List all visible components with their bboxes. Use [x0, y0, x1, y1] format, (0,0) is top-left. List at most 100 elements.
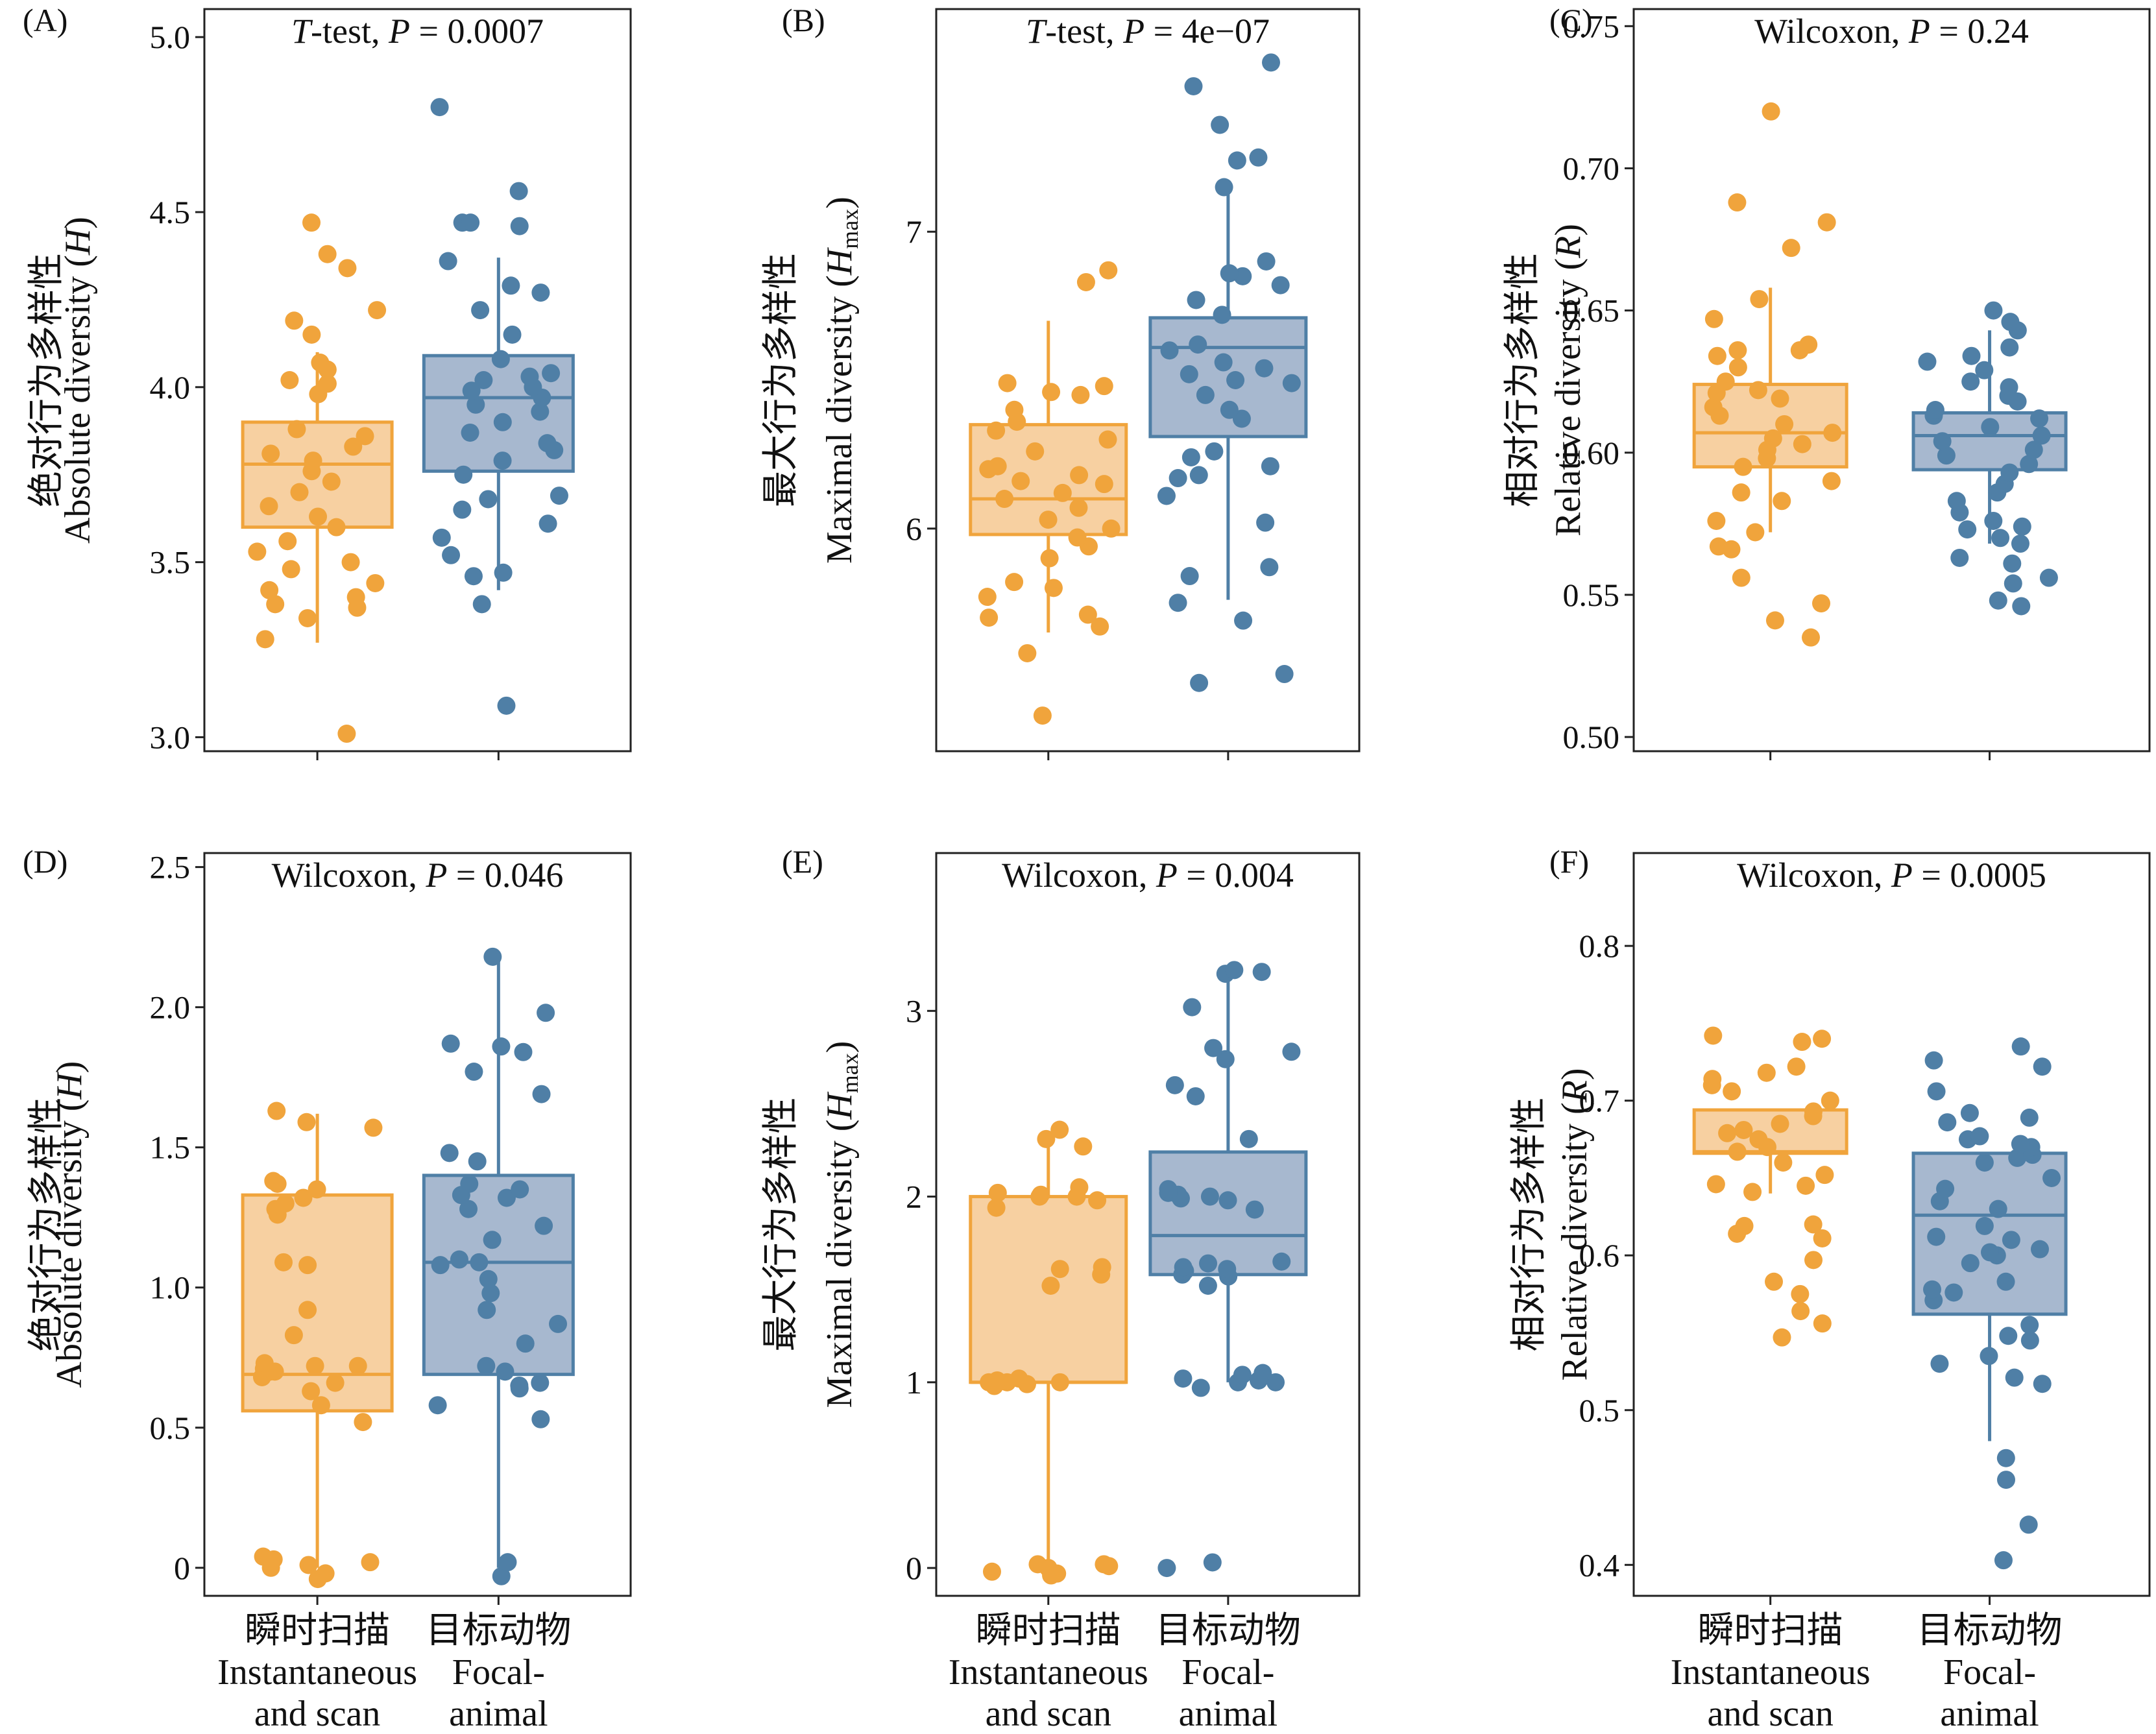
- data-point: [1723, 1082, 1741, 1101]
- data-point: [304, 452, 322, 470]
- group-2: [1148, 961, 1308, 1578]
- group-1: [969, 1120, 1128, 1585]
- data-point: [276, 1194, 295, 1213]
- data-point: [1718, 1124, 1737, 1142]
- data-point: [1157, 1559, 1176, 1578]
- data-point: [1981, 1243, 2000, 1262]
- data-point: [1961, 372, 1980, 391]
- data-point: [430, 98, 449, 117]
- data-point: [306, 1356, 324, 1375]
- data-point: [316, 1564, 335, 1583]
- data-point: [549, 1314, 568, 1333]
- data-point: [1220, 264, 1239, 283]
- data-point: [1095, 377, 1113, 396]
- x-category-en-line2: animal: [449, 1694, 548, 1734]
- data-point: [2002, 1231, 2020, 1249]
- data-point: [462, 381, 481, 400]
- plot-frame: [203, 852, 632, 1597]
- data-point: [1813, 1314, 1832, 1333]
- data-point: [1757, 1063, 1776, 1082]
- data-point: [1734, 457, 1752, 476]
- data-point: [1053, 483, 1072, 502]
- data-point: [318, 374, 337, 393]
- test-annotation: T-test, P = 4e−07: [1026, 12, 1270, 51]
- data-point: [287, 420, 306, 439]
- data-point: [2020, 1316, 2039, 1334]
- panel-letter: (A): [23, 2, 67, 38]
- data-point: [1041, 1276, 1060, 1295]
- data-point: [531, 1410, 550, 1428]
- data-point: [531, 1373, 550, 1392]
- y-tick-label: 0: [174, 1550, 190, 1586]
- data-point: [282, 560, 300, 579]
- data-point: [1282, 374, 1301, 392]
- data-point: [1095, 1555, 1113, 1574]
- data-point: [995, 490, 1014, 509]
- data-point: [987, 421, 1006, 440]
- data-point: [1961, 1254, 1980, 1273]
- group-1: [241, 213, 394, 743]
- data-point: [483, 947, 502, 966]
- y-tick-label: 4.5: [150, 194, 191, 230]
- data-point: [2003, 554, 2022, 573]
- plot-frame: [935, 852, 1361, 1597]
- data-point: [1050, 1260, 1069, 1279]
- data-point: [1214, 353, 1233, 372]
- y-tick-label: 2.5: [150, 849, 191, 885]
- data-point: [496, 1362, 515, 1381]
- data-point: [1098, 430, 1117, 449]
- data-point: [1709, 537, 1728, 556]
- y-tick-label: 0.60: [1563, 435, 1620, 471]
- group-2: [1148, 53, 1308, 692]
- data-point: [491, 350, 510, 368]
- data-point: [297, 1113, 316, 1131]
- data-point: [1005, 400, 1024, 419]
- data-point: [356, 427, 374, 446]
- data-point: [1707, 511, 1726, 530]
- panel-5: 0 1 2 3 (E) Wilcoxon, P = 0.004 最大行为多样性 Maximal…: [761, 843, 1361, 1734]
- y-axis-label-zh: 最大行为多样性: [761, 1098, 801, 1352]
- data-point: [1257, 252, 1276, 271]
- data-point: [302, 325, 321, 344]
- x-category-en-line2: and scan: [986, 1694, 1111, 1734]
- data-point: [1970, 1127, 1989, 1146]
- data-point: [1099, 261, 1118, 280]
- data-point: [1947, 492, 1966, 511]
- data-point: [531, 402, 550, 421]
- data-point: [492, 1567, 511, 1585]
- data-point: [492, 1037, 511, 1056]
- data-point: [1782, 239, 1800, 258]
- data-point: [453, 500, 472, 519]
- data-point: [1996, 1449, 2015, 1467]
- x-category-zh: 瞬时扫描: [976, 1611, 1121, 1651]
- data-point: [1189, 466, 1208, 485]
- y-tick-label: 2.0: [150, 989, 191, 1026]
- x-category-en-line1: Instantaneous: [217, 1652, 417, 1692]
- data-point: [1704, 398, 1723, 416]
- y-tick-label: 0.55: [1563, 577, 1620, 613]
- data-point: [255, 1354, 274, 1373]
- data-point: [1926, 401, 1944, 420]
- data-point: [1032, 1185, 1050, 1204]
- data-point: [432, 528, 451, 547]
- data-point: [361, 1553, 380, 1572]
- data-point: [1226, 371, 1245, 389]
- data-point: [2000, 338, 2019, 357]
- data-point: [1181, 448, 1200, 466]
- data-point: [1213, 306, 1231, 324]
- data-point: [1037, 1129, 1056, 1148]
- y-tick-label: 1.0: [150, 1270, 191, 1306]
- data-point: [510, 1376, 529, 1395]
- y-axis-label-en: Relative diversity (R): [1555, 1068, 1595, 1380]
- data-point: [354, 1413, 372, 1432]
- x-category-zh: 目标动物: [1156, 1611, 1301, 1651]
- data-point: [1791, 1302, 1810, 1321]
- data-point: [1734, 1120, 1753, 1139]
- data-point: [1936, 1179, 1955, 1198]
- data-point: [302, 1382, 321, 1401]
- data-point: [479, 490, 498, 509]
- data-point: [1198, 1276, 1217, 1295]
- data-point: [497, 1188, 516, 1207]
- data-point: [459, 1199, 478, 1218]
- data-point: [483, 1231, 502, 1249]
